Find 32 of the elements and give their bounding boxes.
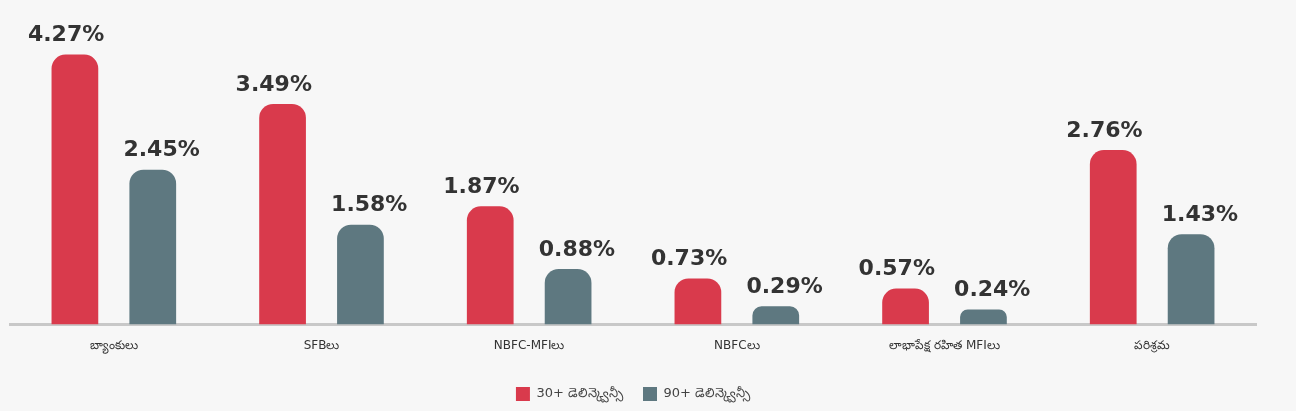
data-label: 2.45% bbox=[123, 136, 200, 162]
x-tick-label: SFBలు bbox=[303, 337, 340, 352]
bar bbox=[129, 169, 177, 325]
x-tick-label: NBFCలు bbox=[714, 337, 760, 352]
data-label: 0.24% bbox=[954, 276, 1031, 302]
data-label: 0.73% bbox=[650, 245, 728, 271]
bar bbox=[466, 206, 514, 325]
data-label: 0.88% bbox=[538, 235, 616, 261]
bar bbox=[544, 268, 592, 325]
bar bbox=[259, 103, 306, 325]
legend-label: 90+ డెలిన్క్వెన్సీ bbox=[663, 385, 752, 404]
data-label: 2.76% bbox=[1066, 116, 1143, 142]
data-label: 3.49% bbox=[235, 70, 312, 96]
x-tick-label: పరిశ్రమ bbox=[1134, 337, 1171, 353]
bar bbox=[337, 224, 384, 325]
bar bbox=[1167, 234, 1215, 325]
data-label: 1.43% bbox=[1161, 200, 1239, 226]
bar bbox=[1089, 150, 1137, 325]
x-tick-label: బ్యాంకులు bbox=[89, 337, 138, 354]
legend-label: 30+ డెలిన్క్వెన్సీ bbox=[536, 385, 624, 404]
bar bbox=[882, 288, 929, 325]
x-tick-label: లాభాపేక్ష రహిత MFIలు bbox=[889, 337, 1000, 353]
data-label: 0.29% bbox=[746, 272, 823, 298]
data-label: 0.57% bbox=[858, 255, 935, 281]
bar bbox=[960, 309, 1007, 325]
bar bbox=[51, 54, 99, 325]
data-label: 1.58% bbox=[331, 191, 408, 217]
data-label: 1.87% bbox=[443, 173, 520, 199]
bar bbox=[752, 306, 800, 325]
x-tick-label: NBFC-MFIలు bbox=[493, 337, 565, 352]
bar bbox=[674, 278, 722, 325]
data-label: 4.27% bbox=[27, 21, 105, 47]
